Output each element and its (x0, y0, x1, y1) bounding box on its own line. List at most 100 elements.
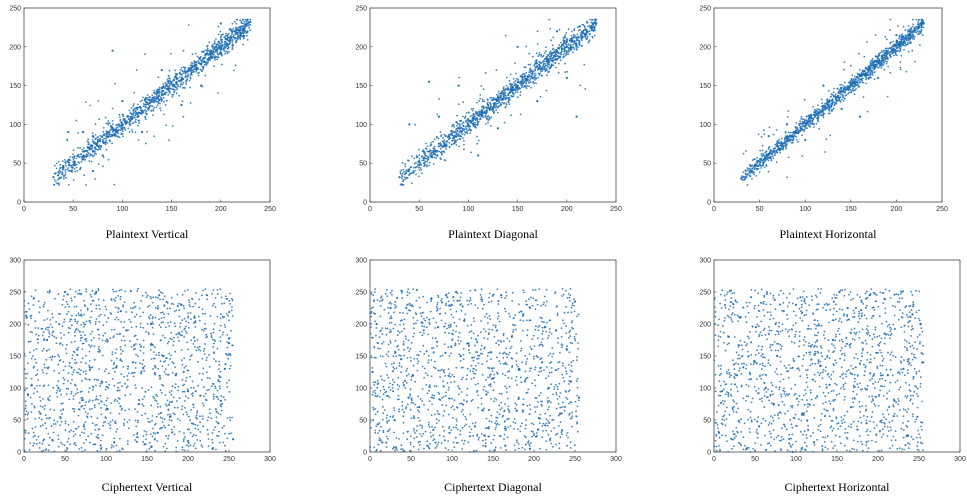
data-point (145, 110, 148, 113)
data-point (421, 155, 423, 158)
data-point (769, 157, 771, 160)
data-point (245, 22, 248, 25)
data-point (448, 145, 451, 148)
data-point (114, 131, 117, 134)
data-point (183, 336, 186, 338)
x-tick-label: 250 (264, 206, 276, 213)
data-point (112, 130, 114, 133)
data-point (177, 85, 180, 87)
data-point (746, 167, 749, 169)
data-point (756, 159, 758, 162)
data-point (183, 69, 186, 71)
data-point (423, 159, 425, 162)
data-point (913, 38, 916, 40)
data-point (224, 46, 227, 49)
data-point (143, 99, 146, 102)
data-point (405, 171, 407, 173)
data-point (573, 29, 576, 32)
data-point (761, 149, 764, 152)
data-point (227, 45, 230, 48)
data-point (158, 86, 161, 89)
data-point (504, 98, 507, 101)
data-point (168, 84, 171, 87)
data-point (540, 62, 543, 65)
data-point (799, 120, 801, 123)
data-point (534, 78, 536, 81)
data-point (867, 69, 870, 71)
data-point (526, 84, 529, 87)
data-point (880, 57, 883, 60)
data-point (541, 55, 544, 58)
data-point (139, 315, 142, 318)
data-point (424, 160, 427, 163)
data-point (494, 99, 497, 101)
data-point (192, 69, 194, 72)
data-point (103, 370, 106, 373)
data-point (88, 350, 91, 353)
data-point (65, 393, 68, 396)
data-point (117, 135, 120, 138)
data-point (241, 27, 244, 30)
data-point (773, 153, 776, 156)
data-point (418, 157, 421, 160)
data-point (48, 326, 50, 329)
data-point (109, 337, 112, 339)
data-point (161, 311, 164, 314)
data-point (828, 99, 831, 102)
data-point (83, 432, 86, 434)
data-point (218, 47, 220, 50)
data-point (814, 115, 816, 118)
data-point (135, 118, 137, 121)
data-point (109, 412, 112, 414)
data-point (164, 403, 167, 406)
data-point (80, 399, 83, 402)
data-point (81, 380, 83, 382)
data-point (206, 389, 209, 391)
data-point (536, 100, 539, 103)
data-point (140, 131, 144, 134)
data-point (71, 373, 74, 376)
data-point (97, 398, 100, 401)
data-point (84, 362, 87, 365)
data-point (77, 425, 80, 428)
data-point (908, 37, 911, 39)
data-point (822, 116, 825, 119)
data-point (500, 103, 503, 106)
data-point (134, 110, 137, 113)
data-point (145, 96, 147, 99)
data-point (402, 168, 405, 171)
data-point (562, 53, 565, 56)
data-point (189, 77, 192, 80)
data-point (115, 348, 118, 351)
data-point (180, 82, 183, 85)
data-point (90, 316, 92, 319)
data-point (838, 99, 841, 102)
data-point (792, 137, 795, 140)
data-point (248, 23, 251, 26)
data-point (523, 76, 526, 78)
data-point (454, 130, 457, 133)
data-point (174, 350, 177, 353)
data-point (108, 139, 111, 142)
data-point (181, 390, 184, 393)
data-point (455, 139, 457, 142)
data-point (213, 302, 216, 305)
data-point (152, 432, 155, 434)
data-point (490, 96, 493, 99)
data-point (236, 33, 239, 36)
data-point (825, 138, 828, 141)
data-point (187, 312, 189, 314)
data-point (170, 419, 173, 422)
data-point (77, 161, 80, 164)
data-point (224, 36, 226, 39)
data-point (586, 36, 589, 38)
data-point (53, 179, 56, 181)
data-point (166, 307, 169, 310)
data-point (432, 147, 435, 150)
data-point (85, 150, 88, 153)
data-point (246, 39, 249, 41)
data-point (106, 397, 109, 400)
data-point (865, 67, 868, 69)
data-point (215, 410, 218, 413)
data-point (510, 94, 513, 97)
